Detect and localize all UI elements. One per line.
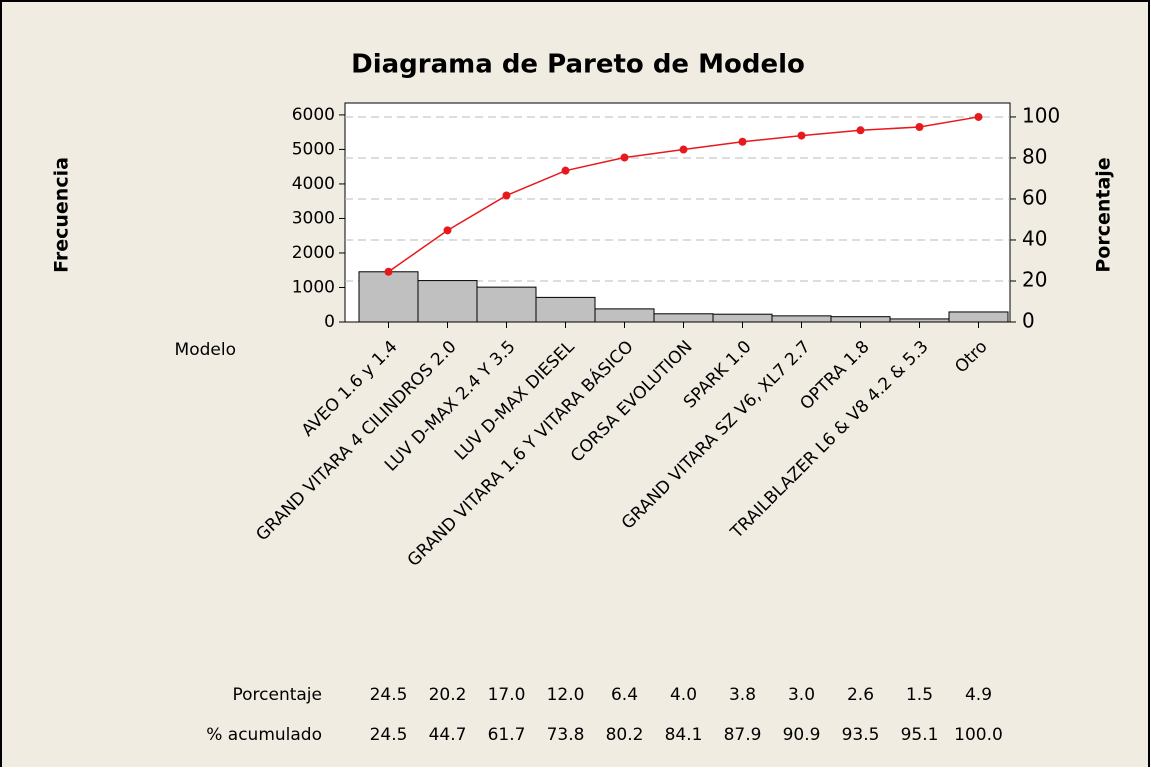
table-cell: 73.8: [547, 725, 585, 745]
y2-tick-label: 20: [1022, 267, 1047, 291]
y-tick-label: 0: [324, 312, 335, 332]
y-tick-label: 3000: [292, 208, 335, 228]
table-cell: 87.9: [724, 725, 762, 745]
table-cell: 4.9: [965, 685, 992, 705]
bar: [653, 313, 714, 323]
cumulative-point: [738, 137, 747, 146]
y2-tick-label: 40: [1022, 226, 1047, 250]
table-row-label: % acumulado: [206, 725, 322, 745]
table-row-label: Porcentaje: [232, 685, 322, 705]
table-cell: 61.7: [488, 725, 526, 745]
y2-tick-label: 0: [1022, 309, 1035, 333]
cumulative-point: [797, 131, 806, 140]
y-tick-label: 2000: [292, 243, 335, 263]
table-cell: 93.5: [842, 725, 880, 745]
table-cell: 4.0: [670, 685, 697, 705]
y-axis-label: Frecuencia: [51, 157, 73, 273]
bar: [417, 280, 478, 323]
table-cell: 24.5: [370, 685, 408, 705]
bar: [771, 315, 832, 323]
table-cell: 3.0: [788, 685, 815, 705]
bar: [594, 308, 655, 323]
bar: [830, 316, 891, 323]
y2-axis-label: Porcentaje: [1093, 157, 1115, 272]
y-tick-label: 1000: [292, 277, 335, 297]
cumulative-point: [974, 112, 983, 121]
y2-tick-label: 60: [1022, 185, 1047, 209]
table-cell: 80.2: [606, 725, 644, 745]
table-cell: 12.0: [547, 685, 585, 705]
table-cell: 84.1: [665, 725, 703, 745]
x-axis-label: Modelo: [175, 340, 236, 360]
table-cell: 17.0: [488, 685, 526, 705]
y-tick-label: 5000: [292, 139, 335, 159]
table-cell: 6.4: [611, 685, 638, 705]
bar: [889, 318, 950, 323]
y-tick-label: 6000: [292, 105, 335, 125]
table-cell: 2.6: [847, 685, 874, 705]
y-tick-label: 4000: [292, 174, 335, 194]
table-cell: 1.5: [906, 685, 933, 705]
bar: [535, 296, 596, 323]
cumulative-point: [915, 122, 924, 131]
bar: [358, 271, 419, 323]
cumulative-point: [679, 145, 688, 154]
cumulative-point: [384, 267, 393, 276]
table-cell: 24.5: [370, 725, 408, 745]
cumulative-point: [620, 153, 629, 162]
table-cell: 90.9: [783, 725, 821, 745]
cumulative-point: [561, 166, 570, 175]
cumulative-point: [856, 126, 865, 135]
y2-tick-label: 80: [1022, 144, 1047, 168]
table-cell: 3.8: [729, 685, 756, 705]
table-cell: 20.2: [429, 685, 467, 705]
cumulative-point: [443, 226, 452, 235]
table-cell: 100.0: [954, 725, 1003, 745]
table-cell: 44.7: [429, 725, 467, 745]
table-cell: 95.1: [901, 725, 939, 745]
bar: [476, 286, 537, 323]
y2-tick-label: 100: [1022, 103, 1060, 127]
chart-title: Diagrama de Pareto de Modelo: [351, 50, 805, 80]
bar: [948, 311, 1009, 323]
bar: [712, 313, 773, 323]
cumulative-point: [502, 191, 511, 200]
